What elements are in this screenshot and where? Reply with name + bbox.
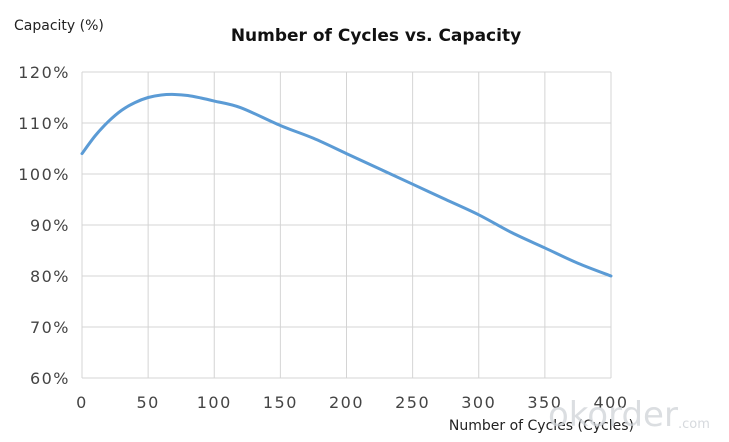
y-tick-label: 80% — [30, 267, 70, 286]
x-tick-label: 100 — [197, 393, 232, 412]
y-axis-title: Capacity (%) — [14, 18, 104, 34]
x-tick-label: 300 — [461, 393, 496, 412]
x-axis-title: Number of Cycles (Cycles) — [449, 418, 634, 434]
series-layer — [80, 92, 613, 278]
x-tick-label: 250 — [395, 393, 430, 412]
y-tick-label: 100% — [18, 165, 70, 184]
x-tick-label: 400 — [593, 393, 628, 412]
grid — [81, 71, 612, 379]
y-tick-label: 120% — [18, 63, 70, 82]
y-tick-label: 110% — [18, 114, 70, 133]
chart-title: Number of Cycles vs. Capacity — [231, 26, 521, 46]
y-tick-label: 90% — [30, 216, 70, 235]
x-tick-label: 200 — [329, 393, 364, 412]
y-tick-label: 70% — [30, 318, 70, 337]
tick-labels: 60% 70% 80% 90% 100% 110% 120% 0 50 100 150 200 250 3… — [18, 63, 628, 412]
series-line — [80, 92, 613, 278]
watermark-suffix: .com — [678, 417, 710, 432]
watermark: okorder .com — [548, 395, 710, 435]
watermark-text: okorder — [548, 395, 678, 435]
x-tick-label: 350 — [527, 393, 562, 412]
x-tick-label: 0 — [76, 393, 88, 412]
x-tick-label: 150 — [263, 393, 298, 412]
y-tick-label: 60% — [30, 369, 70, 388]
x-tick-label: 50 — [136, 393, 159, 412]
